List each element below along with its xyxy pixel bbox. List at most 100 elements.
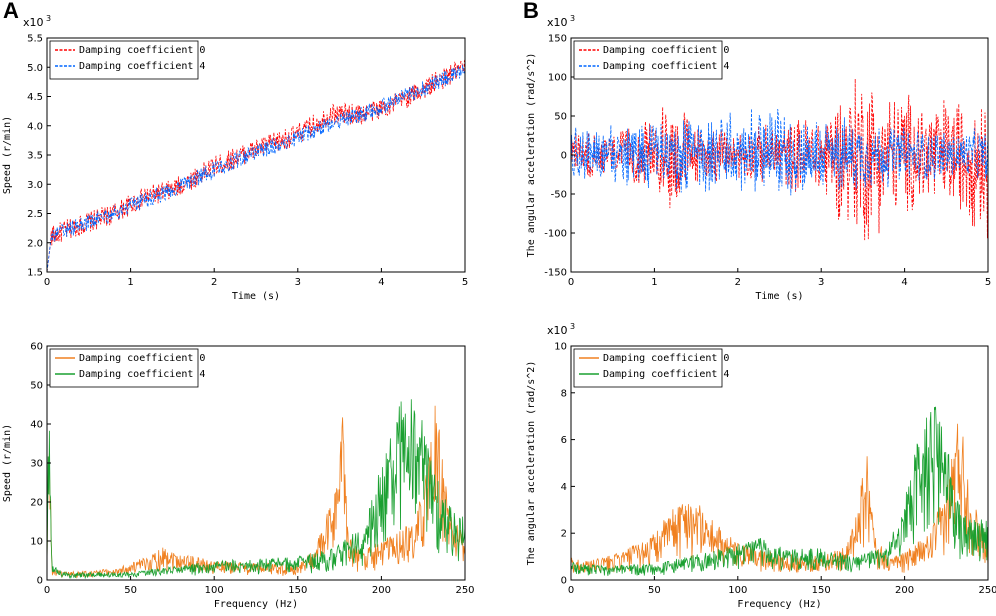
y-tick-label: 3.5 (27, 151, 43, 162)
y-tick-label: -50 (551, 190, 567, 201)
y-tick-label: 5.0 (27, 63, 43, 74)
y-tick-label: 10 (30, 537, 43, 548)
x-tick-label: 0 (568, 585, 574, 596)
y-tick-label: 0 (561, 151, 567, 162)
x-tick-label: 200 (895, 585, 914, 596)
legend: Damping coefficient 0 Damping coefficient… (573, 40, 729, 80)
y-tick-label: 50 (30, 381, 43, 392)
series-line-damping-0 (570, 423, 989, 575)
multiplier-exponent: 3 (44, 14, 52, 23)
x-tick-label: 3 (818, 277, 824, 288)
y-tick-label: 10 (554, 342, 567, 353)
y-tick-label: 1.5 (27, 268, 43, 279)
legend-entry: Damping coefficient 4 (603, 61, 729, 72)
y-tick-label: -100 (544, 229, 567, 240)
y-tick-label: 2.5 (27, 209, 43, 220)
legend-box (573, 348, 723, 388)
x-tick-label: 1 (127, 277, 133, 288)
multiplier-base: x10 (547, 324, 568, 337)
y-tick-label: 50 (554, 112, 567, 123)
y-axis-label: The angular acceleration (rad/s^2) (526, 361, 537, 566)
x-tick-label: 2 (211, 277, 217, 288)
x-tick-label: 150 (288, 585, 307, 596)
y-tick-label: 4 (561, 482, 567, 493)
x-tick-label: 3 (295, 277, 301, 288)
series-line-damping-4 (570, 108, 989, 196)
series-line-damping-4 (46, 64, 466, 273)
legend: Damping coefficient 0 Damping coefficient… (49, 40, 205, 80)
panel-label-a: A (3, 0, 19, 23)
multiplier-base: x10 (547, 16, 568, 29)
y-tick-label: 8 (561, 388, 567, 399)
legend-entry: Damping coefficient 0 (79, 353, 205, 364)
chart-a-top: 0 1 2 3 4 5 1.5 2.0 2.5 3.0 3.5 4.0 4.5 5.0 5.5 Time (s… (2, 14, 468, 302)
legend-entry: Damping coefficient 4 (603, 369, 729, 380)
x-tick-label: 4 (378, 277, 384, 288)
y-tick-label: 4.0 (27, 121, 43, 132)
legend: Damping coefficient 0 Damping coefficient… (573, 348, 729, 388)
series-line-damping-4 (570, 406, 989, 576)
y-tick-label: 2 (561, 529, 567, 540)
x-tick-label: 250 (455, 585, 474, 596)
x-axis-label: Time (s) (755, 291, 803, 302)
y-tick-label: 3.0 (27, 180, 43, 191)
legend-entry: Damping coefficient 4 (79, 369, 205, 380)
legend-entry: Damping coefficient 0 (603, 353, 729, 364)
axis-multiplier: x10 3 (23, 14, 51, 29)
legend: Damping coefficient 0 Damping coefficient… (49, 348, 205, 388)
x-tick-label: 1 (651, 277, 657, 288)
y-tick-label: 6 (561, 435, 567, 446)
x-tick-label: 5 (985, 277, 991, 288)
axis-multiplier: x10 3 (547, 322, 575, 337)
series-line-damping-4 (46, 399, 466, 580)
chart-a-bottom: 0 50 100 150 200 250 0 10 20 30 40 50 60 Frequency (H… (2, 342, 475, 611)
panel-label-b: B (523, 0, 539, 23)
multiplier-exponent: 3 (568, 322, 576, 331)
y-tick-label: 0 (37, 576, 43, 587)
x-axis-label: Time (s) (232, 291, 280, 302)
x-tick-label: 4 (901, 277, 907, 288)
x-axis-label: Frequency (Hz) (214, 599, 298, 610)
series-line-damping-0 (46, 59, 466, 273)
y-tick-label: 150 (548, 34, 567, 45)
legend-box (49, 348, 199, 388)
x-tick-label: 50 (124, 585, 137, 596)
chart-b-bottom: 0 50 100 150 200 250 0 2 4 6 8 10 Frequency (Hz) The … (526, 322, 996, 610)
axis-multiplier: x10 3 (547, 14, 575, 29)
y-tick-label: 4.5 (27, 92, 43, 103)
series-line-damping-0 (570, 78, 989, 241)
x-tick-label: 0 (44, 585, 50, 596)
x-tick-label: 200 (372, 585, 391, 596)
chart-b-top: 0 1 2 3 4 5 -150 -100 -50 0 50 100 150 Time (s) The an… (526, 14, 991, 302)
x-tick-label: 50 (648, 585, 661, 596)
x-tick-label: 0 (568, 277, 574, 288)
y-tick-label: 2.0 (27, 238, 43, 249)
y-tick-label: 20 (30, 498, 43, 509)
legend-entry: Damping coefficient 0 (79, 45, 205, 56)
legend-entry: Damping coefficient 4 (79, 61, 205, 72)
x-tick-label: 250 (978, 585, 996, 596)
y-tick-label: 5.5 (27, 34, 43, 45)
y-axis-label: Speed (r/min) (2, 424, 13, 502)
legend-box (573, 40, 723, 80)
legend-box (49, 40, 199, 80)
y-tick-label: 0 (561, 576, 567, 587)
x-tick-label: 100 (728, 585, 747, 596)
x-tick-label: 150 (812, 585, 831, 596)
y-tick-label: 100 (548, 73, 567, 84)
x-axis-label: Frequency (Hz) (737, 599, 821, 610)
multiplier-base: x10 (23, 16, 44, 29)
y-tick-label: 40 (30, 420, 43, 431)
y-tick-label: 30 (30, 459, 43, 470)
x-tick-label: 2 (735, 277, 741, 288)
x-tick-label: 100 (205, 585, 224, 596)
y-axis-label: Speed (r/min) (2, 116, 13, 194)
legend-entry: Damping coefficient 0 (603, 45, 729, 56)
plot-frame (570, 345, 989, 581)
x-tick-label: 5 (462, 277, 468, 288)
multiplier-exponent: 3 (568, 14, 576, 23)
y-tick-label: -150 (544, 268, 567, 279)
y-axis-label: The angular acceleration (rad/s^2) (526, 53, 537, 258)
